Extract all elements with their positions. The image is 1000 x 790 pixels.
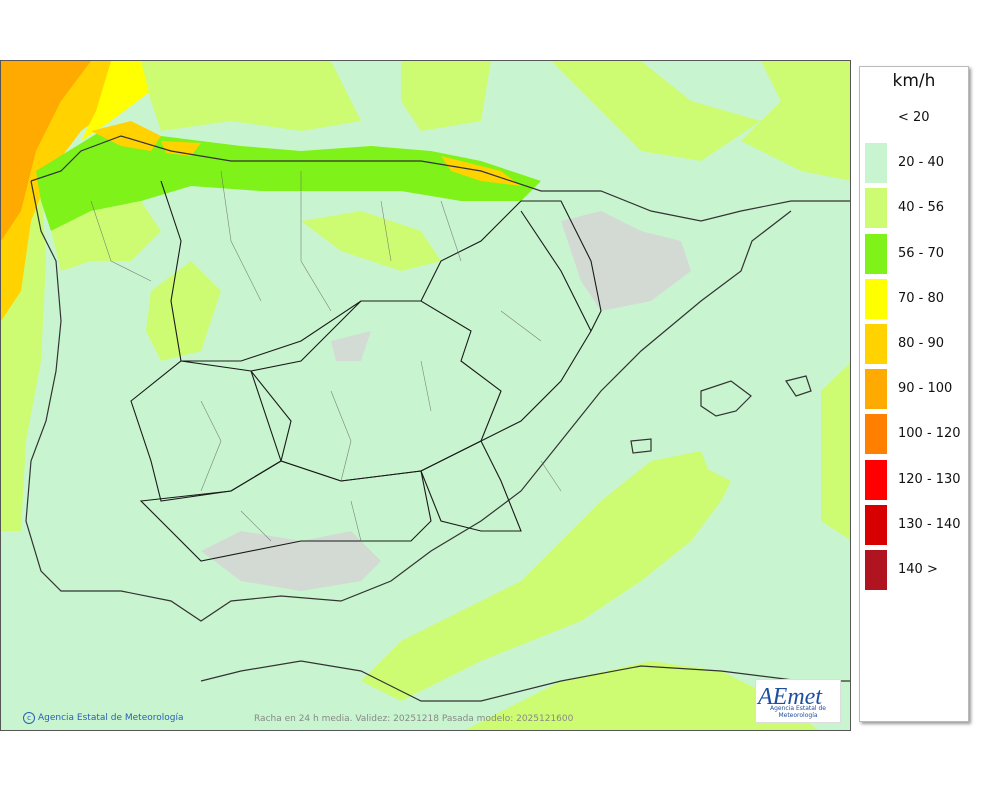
atlantic-yellow-strip — [81, 61, 161, 141]
legend-item: 120 - 130 — [860, 459, 970, 500]
legend-label: < 20 — [898, 110, 930, 125]
legend-label: 120 - 130 — [898, 471, 961, 487]
agency-credit-text: Agencia Estatal de Meteorología — [38, 713, 184, 723]
legend-item: 140 > — [860, 550, 970, 590]
legend-item: 20 - 40 — [860, 143, 970, 184]
legend-label: 100 - 120 — [898, 426, 961, 442]
coastlines — [25, 135, 850, 702]
region-boundaries — [130, 180, 602, 562]
logo-subtext: Agencia Estatal de Meteorología — [769, 705, 826, 719]
castile-strip — [301, 211, 441, 271]
legend-item: 90 - 100 — [860, 369, 970, 410]
wind-gust-map: c Agencia Estatal de Meteorología Racha … — [0, 60, 851, 731]
aemet-logo-mark: AEmet — [756, 684, 823, 710]
legend-label: 130 - 140 — [898, 516, 961, 532]
legend-item: 80 - 90 — [860, 324, 970, 364]
legend-swatch — [865, 459, 887, 500]
atlantic-orange — [1, 61, 91, 241]
legend-swatch — [865, 188, 887, 229]
south-grey — [201, 531, 381, 591]
legend-label: 70 - 80 — [898, 290, 945, 306]
legend-swatch — [865, 550, 887, 590]
central-grey — [331, 331, 371, 361]
copyright-icon: c — [23, 712, 35, 724]
legend-label: 20 - 40 — [898, 155, 945, 171]
legend-swatch — [865, 324, 887, 364]
french-coast-green — [741, 61, 850, 181]
north-coast-yellow — [91, 121, 521, 186]
legend-swatch — [865, 504, 887, 545]
legend-swatch — [865, 278, 887, 319]
legend-label: 140 > — [898, 562, 938, 577]
legend-swatch — [865, 98, 887, 138]
legend-item: 130 - 140 — [860, 504, 970, 545]
legend-item: 56 - 70 — [860, 233, 970, 274]
agency-credit: c Agencia Estatal de Meteorología — [23, 712, 184, 724]
legend-item: 100 - 120 — [860, 414, 970, 455]
map-caption: Racha en 24 h media. Validez: 20251218 P… — [254, 714, 574, 724]
province-boundaries — [90, 170, 562, 542]
biscay-band — [401, 61, 491, 131]
pyrenees-grey — [561, 211, 691, 311]
east-green — [821, 362, 850, 540]
legend-swatch — [865, 369, 887, 410]
cantabrian-band — [141, 61, 361, 131]
mediterranean-band — [361, 451, 721, 701]
legend-item: < 20 — [860, 98, 970, 138]
interior-band — [146, 261, 221, 361]
legend-swatch — [865, 414, 887, 455]
north-coast-belt — [36, 131, 541, 231]
balearic-green — [701, 466, 731, 501]
legend-unit: km/h — [892, 71, 936, 91]
legend-label: 56 - 70 — [898, 245, 945, 261]
north-africa-band — [464, 661, 819, 730]
legend-item: 40 - 56 — [860, 188, 970, 229]
legend: km/h < 20 20 - 40 40 - 56 56 - 70 70 - 80 80 … — [859, 66, 969, 722]
legend-item: 70 - 80 — [860, 278, 970, 319]
legend-label: 40 - 56 — [898, 200, 945, 216]
map-canvas — [1, 61, 850, 730]
aemet-logo: AEmet Agencia Estatal de Meteorología — [755, 679, 841, 723]
legend-label: 90 - 100 — [898, 381, 953, 397]
legend-swatch — [865, 233, 887, 274]
legend-swatch — [865, 143, 887, 184]
legend-label: 80 - 90 — [898, 336, 945, 351]
galicia-interior — [51, 201, 161, 271]
north-green — [551, 61, 761, 161]
logo-text: AEmet — [756, 684, 823, 710]
